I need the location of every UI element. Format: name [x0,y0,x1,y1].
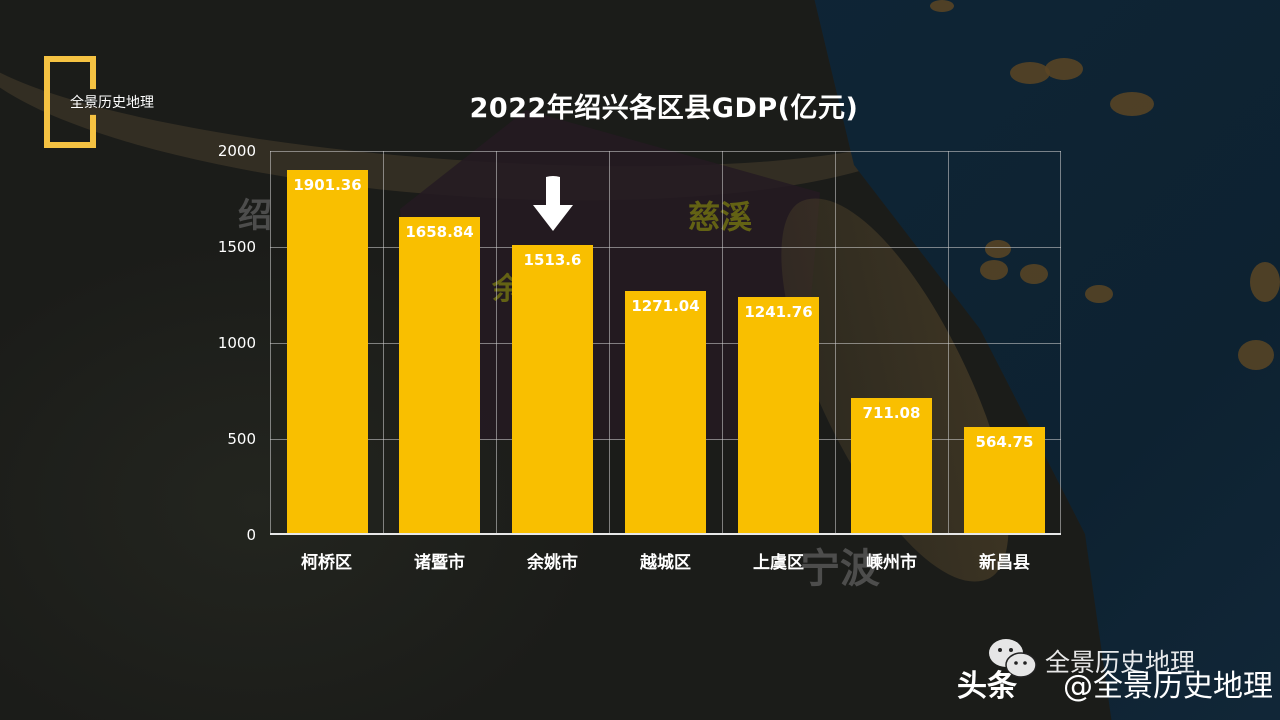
bar-value-label: 1271.04 [631,297,700,315]
y-tick-2000: 2000 [217,142,256,160]
bar-yuecheng: 1271.04 [625,291,706,535]
chart-title: 2022年绍兴各区县GDP(亿元) [469,93,859,124]
bar-value-label: 1513.6 [523,251,582,269]
bar-value-label: 1241.76 [744,303,813,321]
watermark-toutiao-handle: @全景历史地理 [1063,669,1273,704]
x-label-zhuji: 诸暨市 [414,553,465,573]
bar-shengzhou: 711.08 [851,398,932,535]
map-label-shaoxing: 绍 [238,196,272,236]
watermark-toutiao: 头条 @全景历史地理 [957,661,1273,705]
y-tick-0: 0 [246,526,256,544]
chart-plot-area: 1901.36 1658.84 1513.6 1271.04 1241.76 7… [270,151,1061,535]
bar-keqiao: 1901.36 [287,170,368,535]
x-label-keqiao: 柯桥区 [301,553,352,573]
brand-logo: 全景历史地理 [44,56,154,148]
bar-yuyao: 1513.6 [512,245,593,535]
x-label-yuyao: 余姚市 [527,553,578,573]
y-tick-1000: 1000 [217,334,256,352]
watermark-wechat-text: 全景历史地理 [1045,648,1196,677]
x-label-shengzhou: 嵊州市 [866,553,917,573]
map-label-cixi: 慈溪 [688,198,753,236]
map-label-ningbo: 宁波 [800,546,880,592]
x-label-yuecheng: 越城区 [640,553,691,573]
bar-value-label: 1901.36 [293,176,362,194]
brand-logo-text: 全景历史地理 [70,95,154,111]
bar-shangyu: 1241.76 [738,297,819,535]
x-label-xinchang: 新昌县 [979,553,1030,573]
bar-zhuji: 1658.84 [399,217,480,535]
x-axis-line [270,533,1061,535]
watermark-toutiao-prefix: 头条 [957,669,1017,704]
bar-value-label: 711.08 [862,404,921,422]
bar-value-label: 564.75 [975,433,1034,451]
bar-value-label: 1658.84 [405,223,474,241]
y-tick-1500: 1500 [217,238,256,256]
bar-xinchang: 564.75 [964,427,1045,535]
y-tick-500: 500 [227,430,256,448]
wechat-icon [989,639,1037,678]
arrow-down-icon [533,176,573,231]
x-label-shangyu: 上虞区 [753,553,804,573]
